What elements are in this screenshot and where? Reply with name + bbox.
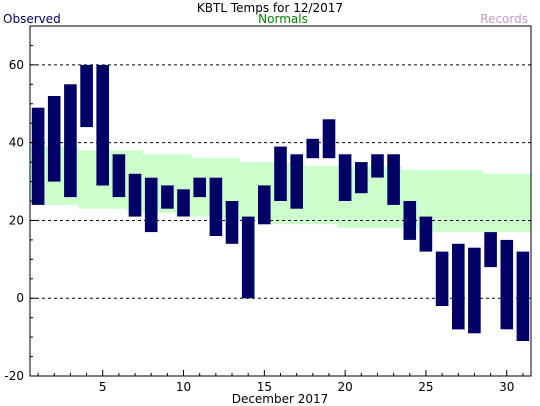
- observed-bar-day-6: [112, 154, 126, 198]
- y-tick-label: 20: [9, 213, 24, 227]
- observed-bar-day-30: [500, 239, 514, 330]
- observed-bar-day-9: [161, 185, 174, 209]
- legend-records-label: Records: [480, 12, 528, 26]
- observed-bar-day-31: [516, 251, 530, 341]
- observed-bar-day-7: [128, 173, 142, 217]
- x-tick-label: 30: [499, 380, 514, 394]
- observed-bar-day-18: [306, 138, 320, 159]
- observed-bar-day-4: [80, 64, 93, 128]
- observed-bar-day-13: [225, 201, 239, 244]
- y-tick-label: 60: [9, 58, 24, 72]
- observed-bar-day-11: [193, 177, 206, 198]
- y-tick-label: -20: [4, 369, 24, 383]
- observed-bar-day-16: [274, 146, 287, 201]
- chart-title: KBTL Temps for 12/2017: [197, 1, 343, 15]
- plot-area: [30, 64, 531, 341]
- observed-bar-day-24: [403, 201, 417, 240]
- x-tick-label: 5: [99, 380, 107, 394]
- x-tick-label: 15: [257, 380, 272, 394]
- observed-bar-day-22: [371, 154, 384, 178]
- observed-bar-day-14: [241, 216, 255, 299]
- observed-bar-day-1: [31, 107, 45, 205]
- observed-bar-day-29: [484, 232, 497, 268]
- observed-bar-day-3: [64, 84, 77, 198]
- observed-bar-day-28: [468, 247, 481, 334]
- observed-bar-day-25: [419, 216, 433, 252]
- observed-bar-day-5: [96, 64, 109, 186]
- x-axis-label: December 2017: [232, 392, 329, 406]
- observed-bar-day-26: [435, 251, 449, 306]
- x-axis: 5 10 15 20 25 30: [37, 370, 524, 394]
- x-tick-label: 25: [418, 380, 433, 394]
- observed-bar-day-17: [290, 154, 303, 209]
- observed-bar-day-10: [177, 189, 190, 217]
- y-axis: -20 0 20 40 60: [4, 25, 36, 383]
- y-tick-label: 0: [16, 291, 24, 305]
- observed-bar-day-21: [355, 162, 368, 194]
- observed-bar-day-12: [209, 177, 223, 236]
- observed-bar-day-2: [47, 96, 61, 182]
- x-tick-label: 10: [176, 380, 191, 394]
- observed-bar-day-15: [258, 185, 271, 225]
- legend-normals-label: Normals: [258, 12, 308, 26]
- observed-bar-day-20: [338, 154, 352, 201]
- y-tick-label: 40: [9, 136, 24, 150]
- observed-bar-day-8: [144, 177, 158, 233]
- x-tick-label: 20: [338, 380, 353, 394]
- observed-bar-day-23: [387, 154, 400, 205]
- legend-observed-label: Observed: [3, 12, 61, 26]
- observed-bar-day-27: [452, 243, 465, 330]
- observed-bar-day-19: [322, 119, 336, 159]
